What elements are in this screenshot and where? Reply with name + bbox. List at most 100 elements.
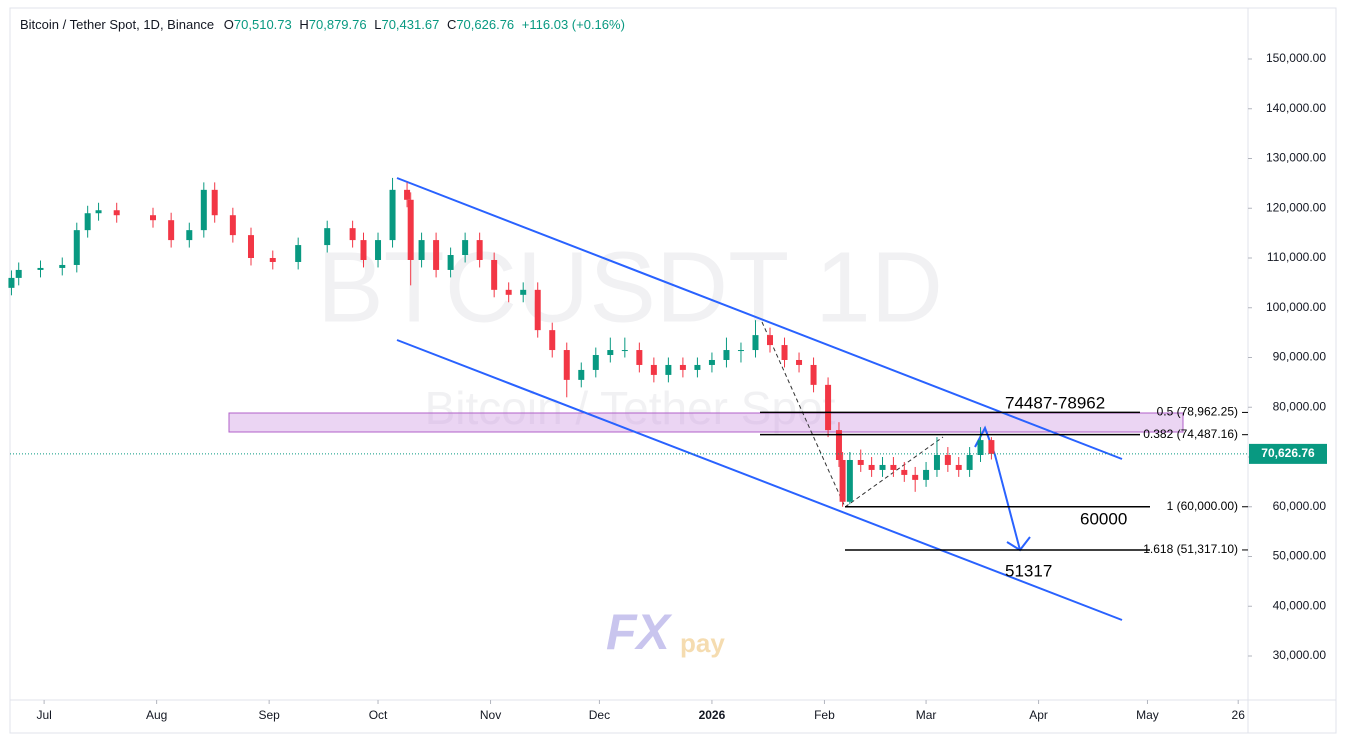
candle-body: [168, 220, 175, 241]
candle-body: [796, 359, 803, 365]
candle-body: [890, 464, 897, 470]
candle-body: [269, 257, 276, 262]
candle-body: [857, 459, 864, 465]
candle-body: [825, 384, 832, 431]
channel-lower: [396, 339, 1123, 621]
x-tick-label: Jul: [36, 708, 51, 722]
logo: FX pay: [606, 604, 725, 660]
candle-body: [665, 364, 672, 375]
symbol-title: Bitcoin / Tether Spot, 1D, Binance: [20, 17, 214, 32]
candle-body: [211, 189, 218, 216]
x-tick-label: Aug: [146, 708, 167, 722]
y-tick-label: 140,000.00: [1266, 101, 1326, 115]
fib-label: 1 (60,000.00): [1167, 499, 1238, 513]
candle-body: [476, 240, 483, 260]
y-tick-label: 100,000.00: [1266, 300, 1326, 314]
candle-body: [846, 459, 853, 502]
y-tick-label: 110,000.00: [1267, 250, 1326, 264]
ohlc-value: 70,431.67: [381, 17, 439, 32]
candle-body: [933, 455, 940, 470]
logo-sub: pay: [680, 628, 725, 658]
candle-body: [563, 350, 570, 380]
candle-body: [868, 464, 875, 470]
candle-body: [418, 240, 425, 260]
ohlc-key: O: [224, 17, 234, 32]
candle-body: [84, 213, 91, 231]
candle-body: [349, 228, 356, 241]
y-tick-label: 120,000.00: [1266, 200, 1326, 214]
fib-label: 1.618 (51,317.10): [1143, 542, 1238, 556]
candle-body: [988, 440, 995, 454]
y-tick-label: 150,000.00: [1266, 51, 1326, 65]
candle-body: [923, 469, 930, 480]
candle-body: [977, 440, 984, 456]
candle-body: [407, 199, 414, 260]
candle-body: [955, 464, 962, 470]
candle-body: [186, 230, 193, 241]
candle-body: [650, 364, 657, 375]
fib-label: 0.382 (74,487.16): [1143, 427, 1238, 441]
y-tick-label: 80,000.00: [1273, 399, 1327, 413]
candle-body: [621, 350, 628, 352]
candle-body: [578, 369, 585, 380]
x-tick-label: Mar: [916, 708, 937, 722]
x-tick-label: Oct: [369, 708, 388, 722]
candle-body: [592, 355, 599, 370]
x-tick-label: 2026: [699, 708, 726, 722]
candle-body: [295, 245, 302, 262]
candle-body: [839, 459, 846, 502]
candle-body: [737, 350, 744, 352]
change: +116.03 (+0.16%): [522, 17, 625, 32]
y-tick-label: 50,000.00: [1273, 549, 1327, 563]
x-tick-label: Sep: [258, 708, 280, 722]
candle-body: [694, 364, 701, 370]
ohlc-value: 70,626.76: [456, 17, 514, 32]
watermark-sub: Bitcoin / Tether Spot: [425, 382, 836, 434]
candle-body: [879, 464, 886, 470]
logo-main: FX: [606, 604, 673, 660]
candle-body: [8, 277, 15, 288]
x-tick-label: Apr: [1029, 708, 1048, 722]
candle-body: [360, 240, 367, 260]
x-tick-label: Feb: [814, 708, 835, 722]
candle-body: [447, 255, 454, 270]
x-tick-label: May: [1136, 708, 1159, 722]
y-tick-label: 30,000.00: [1273, 648, 1327, 662]
candle-body: [95, 210, 102, 214]
ohlc-key: C: [447, 17, 456, 32]
candle-body: [491, 259, 498, 290]
ohlc-value: 70,510.73: [234, 17, 292, 32]
candle-body: [520, 289, 527, 295]
candle-body: [324, 228, 331, 246]
candle-body: [912, 474, 919, 480]
ohlc-key: H: [299, 17, 308, 32]
header: Bitcoin / Tether Spot, 1D, Binance O70,5…: [20, 17, 625, 32]
candle-body: [679, 364, 686, 370]
candle-body: [781, 345, 788, 360]
candle-body: [607, 350, 614, 356]
candle-body: [375, 240, 382, 260]
candle-body: [404, 189, 411, 200]
ohlc-key: L: [374, 17, 381, 32]
y-tick-label: 40,000.00: [1273, 598, 1327, 612]
candle-body: [944, 455, 951, 465]
x-tick-label: Dec: [589, 708, 610, 722]
frame: [9, 7, 1337, 734]
annotation: 74487-78962: [1005, 393, 1105, 412]
candle-body: [723, 350, 730, 360]
x-tick-label: 26: [1232, 708, 1246, 722]
last-price-label: 70,626.76: [1261, 446, 1315, 460]
candle-body: [247, 235, 254, 258]
y-tick-label: 60,000.00: [1273, 499, 1327, 513]
annotation: 51317: [1005, 561, 1052, 580]
resistance-zone: [228, 412, 1184, 433]
candle-body: [389, 189, 396, 241]
fib-label: 0.5 (78,962.25): [1157, 405, 1238, 419]
candle-body: [433, 240, 440, 270]
candle-body: [752, 335, 759, 351]
candle-body: [59, 264, 66, 268]
candle-body: [200, 189, 207, 231]
candle-body: [37, 267, 44, 270]
fib-trend: [761, 321, 944, 508]
